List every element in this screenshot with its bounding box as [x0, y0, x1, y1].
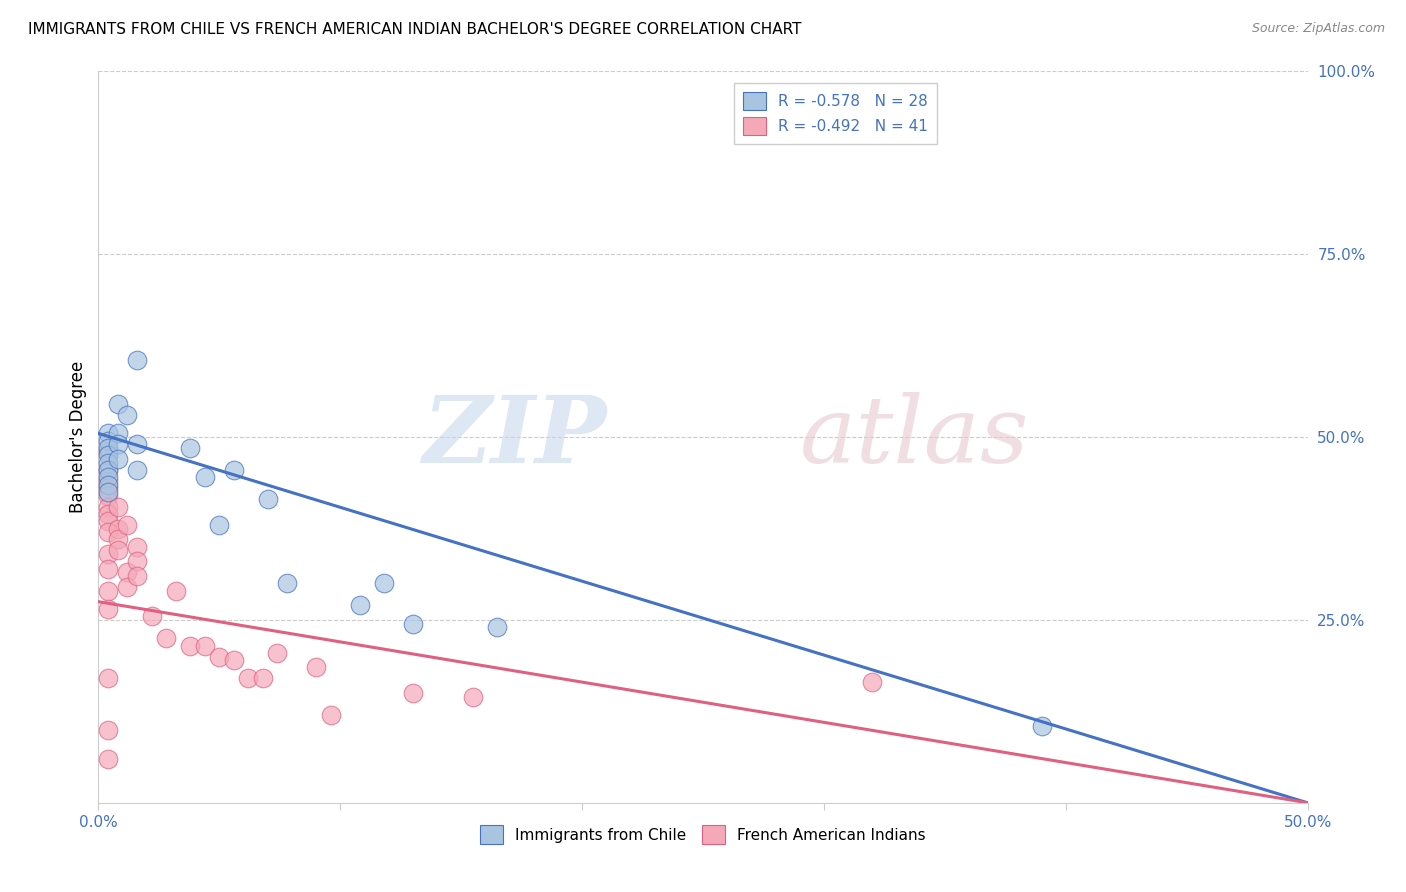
- Point: [208, 517, 231, 532]
- Point: [97, 752, 120, 766]
- Point: [97, 434, 120, 448]
- Text: ZIP: ZIP: [422, 392, 606, 482]
- Point: [97, 470, 120, 484]
- Point: [155, 632, 177, 646]
- Point: [107, 521, 129, 535]
- Point: [107, 397, 129, 411]
- Point: [97, 547, 120, 561]
- Point: [860, 675, 883, 690]
- Point: [373, 576, 395, 591]
- Point: [97, 477, 120, 491]
- Point: [349, 599, 371, 613]
- Point: [222, 463, 245, 477]
- Point: [97, 583, 120, 598]
- Point: [107, 426, 129, 441]
- Point: [194, 470, 217, 484]
- Point: [117, 517, 139, 532]
- Point: [127, 569, 149, 583]
- Point: [463, 690, 485, 704]
- Point: [97, 602, 120, 616]
- Point: [127, 437, 149, 451]
- Text: atlas: atlas: [800, 392, 1029, 482]
- Point: [141, 609, 163, 624]
- Point: [402, 686, 425, 700]
- Point: [256, 492, 278, 507]
- Point: [97, 456, 120, 470]
- Point: [97, 463, 120, 477]
- Point: [194, 639, 217, 653]
- Point: [127, 463, 149, 477]
- Point: [107, 533, 129, 547]
- Point: [97, 489, 120, 503]
- Point: [97, 444, 120, 458]
- Point: [238, 672, 260, 686]
- Point: [97, 562, 120, 576]
- Point: [117, 566, 139, 580]
- Point: [402, 616, 425, 631]
- Point: [117, 408, 139, 422]
- Y-axis label: Bachelor's Degree: Bachelor's Degree: [69, 361, 87, 513]
- Point: [97, 448, 120, 462]
- Point: [107, 543, 129, 558]
- Point: [208, 649, 231, 664]
- Point: [179, 441, 201, 455]
- Point: [97, 441, 120, 455]
- Point: [97, 463, 120, 477]
- Point: [1031, 719, 1053, 733]
- Point: [127, 554, 149, 568]
- Point: [97, 514, 120, 528]
- Text: IMMIGRANTS FROM CHILE VS FRENCH AMERICAN INDIAN BACHELOR'S DEGREE CORRELATION CH: IMMIGRANTS FROM CHILE VS FRENCH AMERICAN…: [28, 22, 801, 37]
- Point: [107, 500, 129, 514]
- Point: [97, 500, 120, 514]
- Point: [127, 353, 149, 368]
- Point: [165, 583, 187, 598]
- Point: [107, 437, 129, 451]
- Point: [97, 723, 120, 737]
- Point: [266, 646, 288, 660]
- Point: [97, 426, 120, 441]
- Point: [305, 660, 328, 674]
- Text: Source: ZipAtlas.com: Source: ZipAtlas.com: [1251, 22, 1385, 36]
- Point: [107, 452, 129, 467]
- Point: [127, 540, 149, 554]
- Point: [97, 525, 120, 540]
- Point: [276, 576, 298, 591]
- Point: [97, 672, 120, 686]
- Point: [97, 507, 120, 521]
- Point: [252, 672, 274, 686]
- Point: [97, 474, 120, 488]
- Point: [97, 481, 120, 495]
- Point: [486, 620, 509, 634]
- Point: [222, 653, 245, 667]
- Point: [117, 580, 139, 594]
- Point: [319, 708, 342, 723]
- Point: [179, 639, 201, 653]
- Point: [97, 485, 120, 500]
- Legend: Immigrants from Chile, French American Indians: Immigrants from Chile, French American I…: [474, 819, 932, 850]
